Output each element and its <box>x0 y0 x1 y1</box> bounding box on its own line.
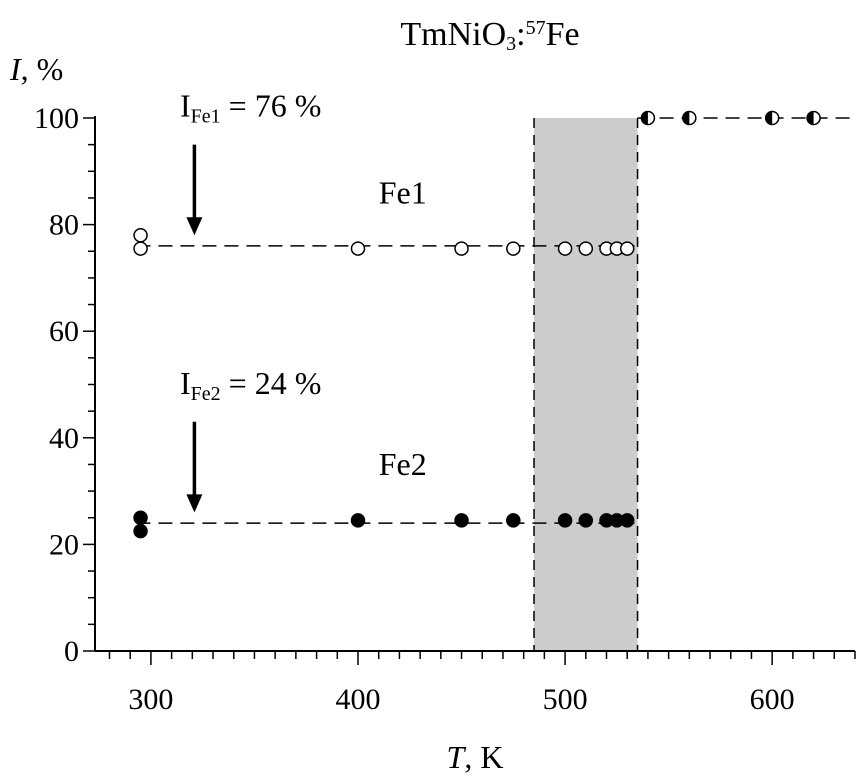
data-point <box>764 110 780 126</box>
y-axis-unit: , % <box>21 51 64 87</box>
data-point <box>350 241 366 256</box>
series-label: Fe2 <box>379 446 427 482</box>
annotation-main: I <box>180 365 191 401</box>
data-point <box>506 513 521 528</box>
y-tick-label: 100 <box>34 102 79 135</box>
data-point <box>619 241 635 256</box>
data-point <box>133 228 148 243</box>
y-tick-label: 40 <box>49 422 79 455</box>
annotation-label: IFe2 = 24 % <box>180 365 321 405</box>
data-point <box>557 513 573 528</box>
y-axis-title: I, % <box>9 51 63 87</box>
x-tick-label: 300 <box>128 683 173 716</box>
chart-title-end: Fe <box>546 16 580 53</box>
data-point <box>619 513 635 528</box>
data-point <box>578 241 594 256</box>
data-point-fill <box>765 111 773 125</box>
data-point <box>454 513 469 528</box>
data-point <box>506 241 521 256</box>
series-label: Fe1 <box>379 174 427 210</box>
x-axis-unit: , K <box>464 739 503 775</box>
data-point <box>133 510 148 525</box>
x-axis-var: T <box>447 739 467 775</box>
annotation-rest: = 76 % <box>221 88 322 124</box>
data-point-fill <box>641 111 648 125</box>
data-point <box>133 523 148 539</box>
annotation-arrowhead <box>186 494 203 513</box>
x-axis-title: T, K <box>447 739 504 775</box>
annotation-label: IFe1 = 76 % <box>180 88 321 128</box>
data-point <box>806 110 821 126</box>
y-axis-var: I <box>9 51 22 87</box>
x-tick-label: 400 <box>335 683 380 716</box>
chart-title-sup: 57 <box>526 17 546 39</box>
shaded-region <box>534 118 638 651</box>
x-tick-label: 500 <box>543 683 588 716</box>
y-tick-label: 80 <box>49 209 79 242</box>
data-point <box>350 513 366 528</box>
chart-title: TmNiO3:57Fe <box>400 16 579 55</box>
annotation-main: I <box>180 88 191 124</box>
annotation-sub: Fe2 <box>191 383 221 405</box>
y-tick-label: 60 <box>49 315 79 348</box>
y-tick-label: 20 <box>49 528 79 561</box>
chart-title-mid: : <box>516 16 525 53</box>
chart-title-main: TmNiO <box>400 16 506 53</box>
x-tick-label: 600 <box>750 683 795 716</box>
data-point <box>454 241 469 256</box>
data-point <box>578 513 594 528</box>
annotation-rest: = 24 % <box>221 365 322 401</box>
data-point-fill <box>807 111 814 125</box>
annotation-sub: Fe1 <box>191 106 221 128</box>
y-tick-label: 0 <box>64 635 79 668</box>
annotation-arrowhead <box>186 217 203 236</box>
data-point-fill <box>682 111 690 125</box>
data-point <box>640 110 656 126</box>
chart-title-sub: 3 <box>506 33 516 55</box>
data-point <box>133 241 148 256</box>
data-point <box>682 110 697 126</box>
data-point <box>557 241 573 256</box>
